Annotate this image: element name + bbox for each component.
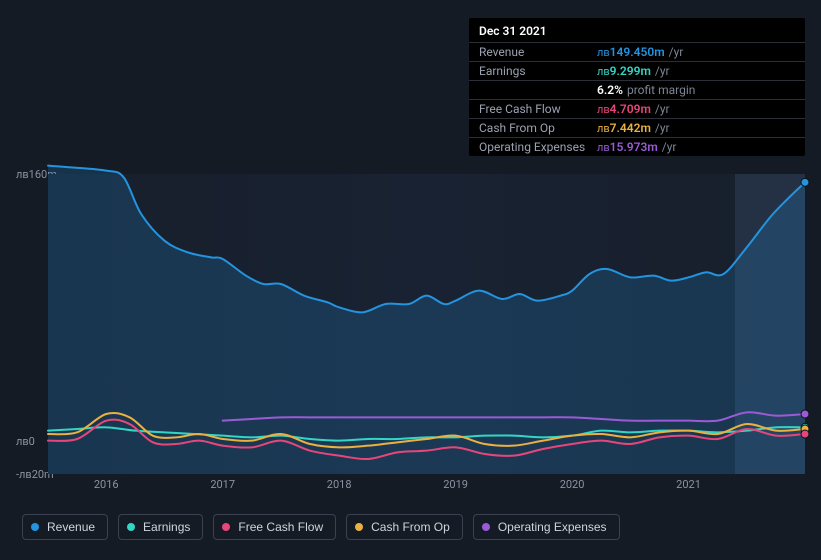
tooltip-label: Operating Expenses	[479, 140, 597, 154]
legend-label: Operating Expenses	[498, 520, 607, 534]
legend-label: Revenue	[47, 520, 95, 534]
chart-legend: Revenue Earnings Free Cash Flow Cash From O…	[22, 514, 620, 540]
legend-item-earnings[interactable]: Earnings	[118, 514, 203, 540]
y-tick-label: лв160m	[16, 168, 42, 181]
legend-dot-icon	[482, 523, 490, 531]
legend-label: Earnings	[143, 520, 190, 534]
legend-item-fcf[interactable]: Free Cash Flow	[213, 514, 336, 540]
legend-dot-icon	[222, 523, 230, 531]
tooltip-row-cfo: Cash From Opлв7.442m /yr	[469, 118, 805, 137]
series-endpoint-revenue	[801, 178, 809, 186]
x-tick-label: 2018	[327, 478, 352, 491]
tooltip-row-earnings: Earningsлв9.299m /yr	[469, 61, 805, 80]
x-tick-label: 2017	[210, 478, 235, 491]
tooltip-label: Earnings	[479, 64, 597, 78]
plot-area[interactable]	[48, 174, 805, 474]
x-tick-label: 2016	[94, 478, 119, 491]
tooltip-row-profit: 6.2% profit margin	[469, 80, 805, 99]
series-endpoint-opex	[801, 410, 809, 418]
x-axis: 2016 2017 2018 2019 2020 2021	[48, 478, 805, 498]
legend-item-revenue[interactable]: Revenue	[22, 514, 108, 540]
x-tick-label: 2019	[443, 478, 468, 491]
series-fill-revenue	[48, 166, 805, 474]
legend-dot-icon	[127, 523, 135, 531]
y-tick-label: лв0	[16, 435, 42, 448]
tooltip-row-opex: Operating Expensesлв15.973m /yr	[469, 137, 805, 156]
tooltip-label: Revenue	[479, 45, 597, 59]
tooltip-row-fcf: Free Cash Flowлв4.709m /yr	[469, 99, 805, 118]
financials-chart: лв160m лв0 -лв20m 2016 2017 2018 2019 2020 2021	[16, 150, 805, 500]
tooltip-value: лв7.442m /yr	[597, 121, 670, 135]
legend-dot-icon	[355, 523, 363, 531]
y-tick-label: -лв20m	[16, 468, 42, 481]
tooltip-label: Free Cash Flow	[479, 102, 597, 116]
legend-label: Cash From Op	[371, 520, 450, 534]
legend-dot-icon	[31, 523, 39, 531]
x-tick-label: 2021	[676, 478, 701, 491]
tooltip-value: 6.2% profit margin	[597, 83, 695, 97]
legend-label: Free Cash Flow	[238, 520, 323, 534]
tooltip-value: лв4.709m /yr	[597, 102, 670, 116]
legend-item-opex[interactable]: Operating Expenses	[473, 514, 620, 540]
tooltip-value: лв15.973m /yr	[597, 140, 676, 154]
tooltip-value: лв9.299m /yr	[597, 64, 670, 78]
x-tick-label: 2020	[560, 478, 585, 491]
series-endpoint-fcf	[801, 430, 809, 438]
chart-svg	[48, 174, 805, 474]
tooltip-date: Dec 31 2021	[469, 18, 805, 42]
tooltip-value: лв149.450m /yr	[597, 45, 683, 59]
tooltip-label: Cash From Op	[479, 121, 597, 135]
legend-item-cfo[interactable]: Cash From Op	[346, 514, 463, 540]
tooltip-row-revenue: Revenueлв149.450m /yr	[469, 42, 805, 61]
data-tooltip: Dec 31 2021 Revenueлв149.450m /yrEarning…	[469, 18, 805, 156]
